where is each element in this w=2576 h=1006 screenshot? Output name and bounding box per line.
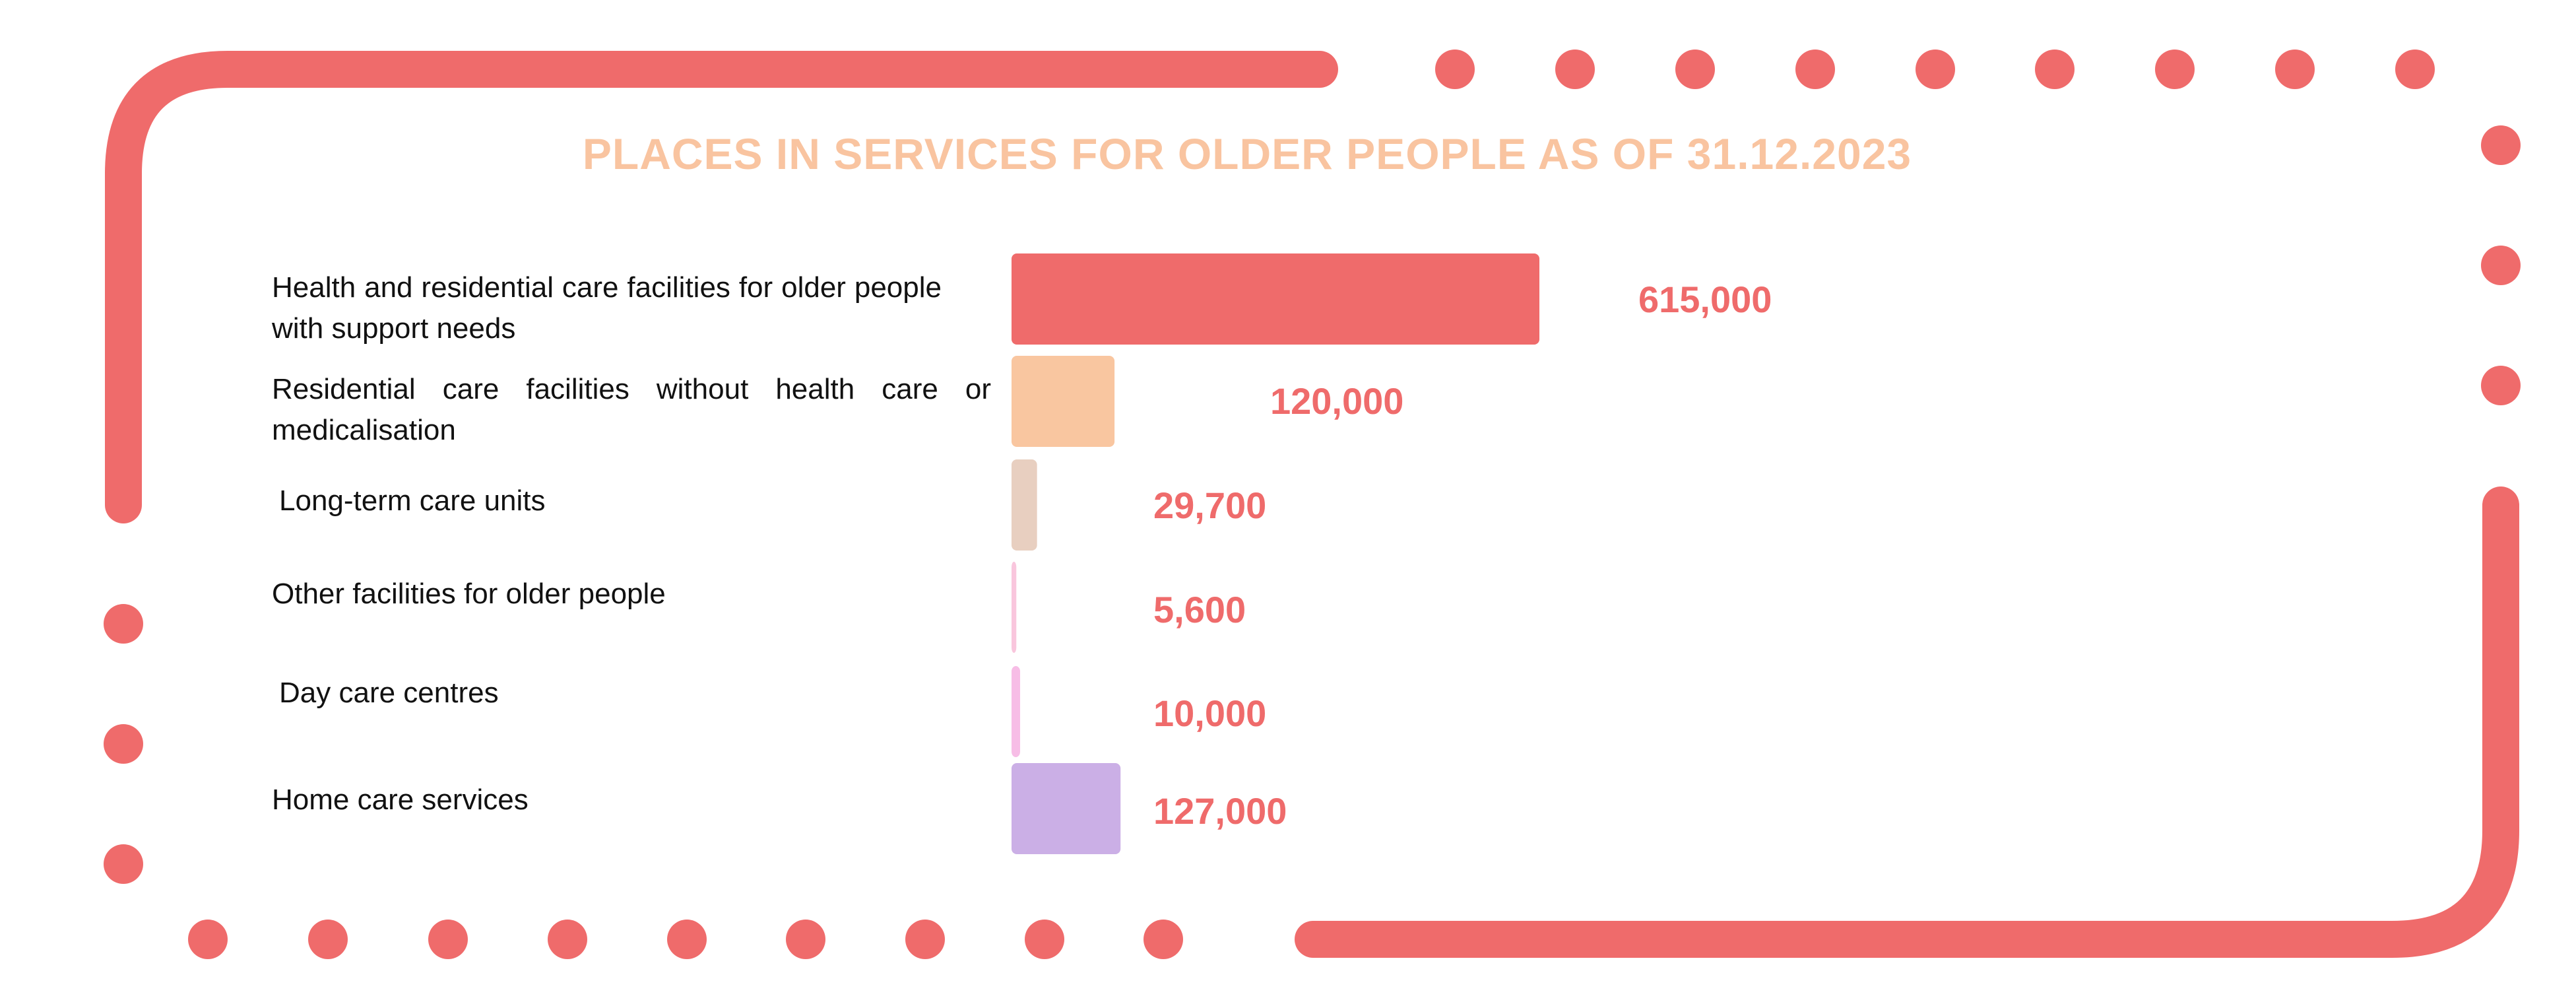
bar-0 bbox=[1012, 253, 1539, 345]
bar-3 bbox=[1012, 562, 1017, 653]
data-label-4: 10,000 bbox=[1153, 692, 1266, 734]
data-label-2: 29,700 bbox=[1153, 485, 1266, 526]
data-label-5: 127,000 bbox=[1153, 790, 1287, 832]
category-label-other-facilities: Other facilities for older people bbox=[272, 578, 666, 610]
category-label-residential-no-health: Residential care facilities without heal… bbox=[272, 373, 991, 446]
chart-title: PLACES IN SERVICES FOR OLDER PEOPLE AS O… bbox=[582, 129, 1912, 178]
category-label-home-care: Home care services bbox=[272, 784, 529, 816]
category-label-health-residential: Health and residential care facilities f… bbox=[272, 271, 942, 345]
frame-bottom-right-stroke bbox=[1295, 486, 2519, 958]
data-label-3: 5,600 bbox=[1153, 589, 1246, 630]
bar-1 bbox=[1012, 356, 1115, 447]
category-label-long-term: Long-term care units bbox=[279, 485, 546, 517]
bar-4 bbox=[1012, 666, 1021, 757]
bar-2 bbox=[1012, 459, 1037, 551]
data-label-1: 120,000 bbox=[1270, 380, 1403, 422]
bar-5 bbox=[1012, 763, 1121, 854]
frame-top-left-stroke bbox=[105, 51, 1338, 523]
data-label-0: 615,000 bbox=[1638, 279, 1772, 320]
category-label-day-care: Day care centres bbox=[279, 677, 499, 709]
frame-dots bbox=[104, 50, 2521, 959]
